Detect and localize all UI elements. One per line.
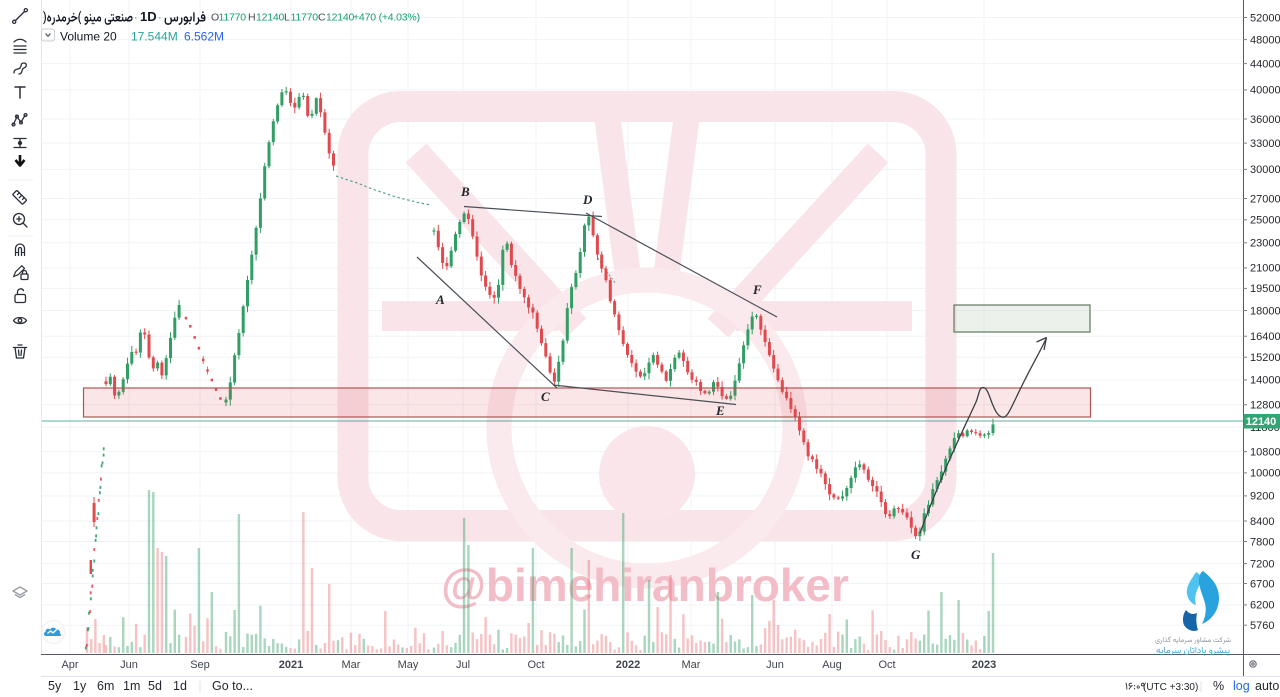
- svg-text:H: H: [248, 12, 255, 24]
- svg-text:12800: 12800: [1250, 400, 1280, 412]
- svg-text:O: O: [211, 12, 219, 24]
- svg-text:9200: 9200: [1250, 491, 1274, 503]
- svg-text:Jul: Jul: [456, 659, 470, 671]
- svg-text:48000: 48000: [1250, 34, 1280, 46]
- svg-text:Jun: Jun: [766, 659, 784, 671]
- svg-text:5y: 5y: [48, 679, 62, 693]
- svg-text:1d: 1d: [173, 679, 187, 693]
- svg-text:7800: 7800: [1250, 536, 1274, 548]
- svg-text:Go to...: Go to...: [212, 679, 253, 693]
- svg-text:log: log: [1233, 679, 1250, 693]
- svg-text:10000: 10000: [1250, 468, 1280, 480]
- svg-text:A: A: [435, 292, 445, 307]
- svg-text:36000: 36000: [1250, 114, 1280, 126]
- svg-text:25000: 25000: [1250, 215, 1280, 227]
- svg-text:12140: 12140: [326, 12, 355, 24]
- svg-text:@bimehiranbroker: @bimehiranbroker: [441, 559, 849, 611]
- svg-text:17.544M: 17.544M: [131, 30, 178, 44]
- svg-text:L: L: [284, 12, 290, 24]
- svg-text:40000: 40000: [1250, 85, 1280, 97]
- svg-text:E: E: [715, 403, 725, 418]
- svg-text:11770: 11770: [291, 12, 319, 24]
- svg-text:C: C: [318, 12, 326, 24]
- svg-text:33000: 33000: [1250, 138, 1280, 150]
- svg-text:May: May: [398, 659, 419, 671]
- svg-text:6.562M: 6.562M: [184, 30, 224, 44]
- svg-text:10800: 10800: [1250, 446, 1280, 458]
- svg-text:Oct: Oct: [527, 659, 544, 671]
- svg-text:Sep: Sep: [190, 659, 210, 671]
- svg-text:Apr: Apr: [61, 659, 78, 671]
- svg-text:B: B: [460, 184, 470, 199]
- svg-text:11770: 11770: [219, 12, 247, 24]
- svg-text:C: C: [541, 389, 550, 404]
- svg-text:1m: 1m: [123, 679, 140, 693]
- svg-text:auto: auto: [1255, 679, 1279, 693]
- svg-text:+470 (+4.03%): +470 (+4.03%): [353, 12, 420, 24]
- svg-text:·: ·: [158, 12, 162, 24]
- svg-text:Volume 20: Volume 20: [60, 30, 117, 44]
- svg-text:G: G: [911, 547, 921, 562]
- svg-text:·: ·: [134, 12, 138, 24]
- svg-text:7200: 7200: [1250, 558, 1274, 570]
- svg-text:Aug: Aug: [822, 659, 842, 671]
- svg-text:F: F: [752, 282, 762, 297]
- svg-text:52000: 52000: [1250, 12, 1280, 24]
- svg-text:6m: 6m: [97, 679, 114, 693]
- svg-text:18000: 18000: [1250, 305, 1280, 317]
- svg-text:6700: 6700: [1250, 578, 1274, 590]
- svg-text:(UTC +3:30): (UTC +3:30): [1143, 682, 1198, 693]
- svg-text:%: %: [1213, 679, 1224, 693]
- svg-text:19500: 19500: [1250, 283, 1280, 295]
- svg-text:Jun: Jun: [120, 659, 138, 671]
- svg-text:2021: 2021: [279, 659, 303, 671]
- svg-text:2022: 2022: [616, 659, 640, 671]
- svg-text:5d: 5d: [148, 679, 162, 693]
- svg-text:15200: 15200: [1250, 352, 1280, 364]
- svg-text:14000: 14000: [1250, 375, 1280, 387]
- svg-text:30000: 30000: [1250, 164, 1280, 176]
- svg-text:23000: 23000: [1250, 238, 1280, 250]
- svg-text:Oct: Oct: [878, 659, 895, 671]
- svg-text:12140: 12140: [256, 12, 285, 24]
- svg-text:16400: 16400: [1250, 331, 1280, 343]
- svg-text:Mar: Mar: [342, 659, 361, 671]
- svg-text:2023: 2023: [972, 659, 996, 671]
- svg-text:Mar: Mar: [682, 659, 701, 671]
- svg-text:44000: 44000: [1250, 58, 1280, 70]
- svg-text:1D: 1D: [140, 9, 157, 24]
- svg-text:12140: 12140: [1246, 416, 1277, 428]
- svg-text:27000: 27000: [1250, 193, 1280, 205]
- svg-text:1y: 1y: [73, 679, 87, 693]
- svg-text:21000: 21000: [1250, 263, 1280, 275]
- svg-text:8400: 8400: [1250, 516, 1274, 528]
- svg-text:6200: 6200: [1250, 600, 1274, 612]
- svg-text:5760: 5760: [1250, 620, 1274, 632]
- svg-text:D: D: [582, 192, 593, 207]
